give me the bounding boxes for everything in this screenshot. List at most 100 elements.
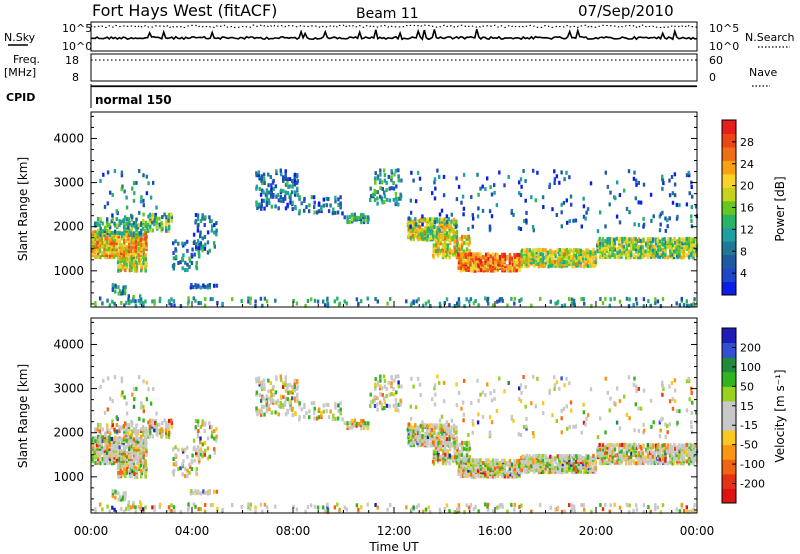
velocity-cell-276 [106,429,109,434]
velocity-cell-470 [137,504,140,509]
velocity-cell-1277 [484,472,487,477]
velocity-cell-486 [148,434,152,439]
power-cell-2049 [553,181,556,185]
power-cell-941 [416,219,419,224]
velocity-cell-1134 [449,444,452,449]
power-cell-405 [123,256,126,261]
velocity-cbar-seg-1 [722,473,736,489]
velocity-cell-364 [125,411,129,416]
power-cell-1715 [622,246,626,251]
power-cell-1091 [434,237,437,241]
velocity-cell-433 [138,463,141,468]
power-cell-821 [359,217,363,222]
power-cell-869 [385,188,388,193]
power-cell-534 [172,251,175,255]
power-cell-736 [288,184,292,189]
velocity-cell-1267 [480,461,483,466]
power-cell-1642 [599,241,602,246]
velocity-cell-1127 [446,443,450,447]
velocity-cell-485 [147,420,150,425]
power-cell-1053 [447,217,450,222]
power-cell-1198 [460,260,463,265]
power-cell-986 [428,219,431,224]
power-cell-1884 [675,251,679,256]
power-cell-1429 [529,254,533,259]
velocity-cell-377 [142,409,145,414]
power-cell-593 [192,232,196,237]
power-cell-2239 [405,299,408,304]
power-cell-7 [92,236,95,241]
velocity-cell-1390 [520,470,523,475]
velocity-cell-2088 [616,386,619,391]
power-cell-830 [366,220,369,225]
power-cell-2303 [601,301,605,306]
velocity-cell-1636 [597,445,600,450]
velocity-cell-2124 [666,430,669,435]
velocity-cell-1900 [681,457,684,462]
velocity-cell-1901 [680,454,683,459]
power-cell-1320 [496,258,499,263]
power-cell-683 [267,172,270,177]
power-cell-2298 [580,297,583,302]
power-cell-2256 [455,303,458,308]
velocity-cell-1524 [561,454,564,458]
power-cell-2319 [654,301,657,306]
velocity-cell-903 [407,431,411,436]
velocity-cell-2034 [525,424,528,429]
power-cell-2071 [582,214,586,219]
power-cell-1835 [658,244,662,249]
power-cell-568 [195,260,198,265]
power-cell-352 [109,190,112,195]
velocity-cell-1290 [487,462,490,467]
power-cell-722 [284,182,288,187]
velocity-cell-1911 [683,451,686,456]
velocity-cell-1653 [604,461,607,465]
velocity-cell-516 [164,431,168,435]
velocity-cell-430 [135,466,138,471]
power-cell-1626 [594,262,598,267]
power-cell-167 [128,249,131,254]
velocity-cbar-label-3: 15 [740,400,754,413]
velocity-cell-381 [145,380,148,385]
power-cell-2046 [548,185,551,189]
power-cell-676 [264,192,268,197]
velocity-cell-1742 [630,447,633,452]
power-cell-779 [318,201,321,206]
velocity-cell-509 [161,433,164,438]
velocity-cell-1919 [685,447,688,452]
power-cell-1237 [472,262,475,267]
power-cell-1178 [465,241,469,246]
power-cell-1454 [539,262,542,267]
velocity-cell-2308 [618,505,622,510]
power-cell-1306 [491,252,495,257]
velocity-cell-1160 [458,449,461,454]
power-cell-1399 [523,263,526,268]
velocity-cell-2239 [405,505,408,510]
velocity-cell-180 [130,455,133,460]
power-cell-1161 [458,236,461,241]
power-cell-306 [123,223,126,228]
power-cell-2089 [618,220,622,225]
velocity-cell-124 [118,458,121,463]
velocity-cell-1913 [683,447,686,452]
power-cell-618 [201,213,204,218]
velocity-cell-1982 [445,426,449,431]
velocity-cell-2053 [555,380,559,385]
power-cell-2079 [599,210,602,215]
velocity-cell-1030 [440,423,443,428]
power-cell-1858 [666,237,670,242]
power-cell-1393 [520,258,524,263]
velocity-cell-716 [282,384,285,389]
velocity-cell-1993 [462,378,466,383]
velocity-cell-2175 [158,505,161,510]
power-cell-1674 [609,247,612,252]
velocity-cell-2197 [221,507,224,512]
velocity-cell-1869 [671,458,674,463]
velocity-cell-753 [296,399,300,404]
power-cell-864 [383,190,386,195]
velocity-cell-741 [291,396,294,401]
power-cell-1966 [418,176,422,181]
velocity-cell-2280 [513,507,516,512]
velocity-cell-1095 [436,454,440,459]
power-cell-1084 [432,234,435,239]
